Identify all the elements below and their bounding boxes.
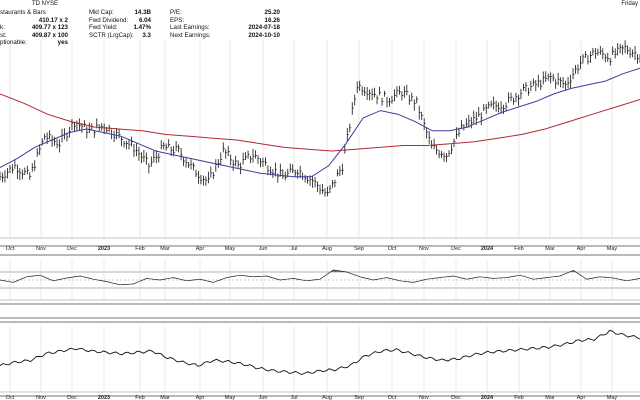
time-tick-label: Mar	[545, 246, 555, 252]
time-tick-label: Apr	[577, 395, 586, 400]
fwd-dividend-label: Fwd Dividend:	[89, 16, 129, 24]
time-tick-label: May	[225, 246, 236, 252]
lower-indicator-panel	[0, 329, 640, 375]
time-tick-label: Apr	[577, 246, 586, 252]
optionable-label: ptionable:	[0, 39, 27, 47]
time-tick-label: Sep	[354, 395, 364, 400]
time-tick-label: Jul	[290, 246, 297, 252]
lower-indicator-line	[0, 329, 640, 375]
time-tick-label: Jun	[259, 246, 268, 252]
eps-value: 16.26	[264, 16, 280, 24]
mkt-cap-value: 14.3B	[134, 9, 151, 16]
fwd-yield-label: Fwd Yield:	[89, 24, 118, 32]
time-tick-label: Mar	[545, 395, 555, 400]
time-tick-label: Mar	[160, 395, 170, 400]
time-tick-label: Jul	[290, 395, 297, 400]
time-tick-label: May	[607, 395, 618, 400]
time-tick-label: Feb	[514, 395, 523, 400]
time-tick-label: Nov	[419, 395, 429, 400]
date-label: Friday	[621, 1, 638, 7]
header-quote-block: staurants & Bars 410.17 x 2 k: 409.77 x 1…	[0, 9, 68, 47]
time-tick-label: Sep	[354, 246, 364, 252]
time-tick-label: Oct	[6, 246, 15, 252]
ask-value: 409.87 x 100	[31, 31, 68, 39]
time-tick-label: Dec	[67, 246, 77, 252]
chart-grid	[0, 40, 640, 397]
sctr-value: 3.3	[142, 31, 151, 39]
time-tick-label: 2024	[481, 246, 494, 252]
oscillator-panel	[0, 269, 640, 289]
time-tick-label: Oct	[6, 395, 15, 400]
last-earnings-value: 2024-07-18	[248, 24, 280, 32]
time-tick-label: Oct	[388, 246, 397, 252]
pe-value: 25.20	[264, 9, 280, 16]
oscillator-line	[0, 269, 640, 286]
moving-average-long-line	[0, 93, 640, 152]
last-earnings-label: Last Earnings:	[170, 24, 210, 32]
quote-row-last: 410.17 x 2	[0, 17, 68, 25]
time-tick-label: Aug	[322, 246, 332, 252]
time-tick-label: Feb	[135, 246, 144, 252]
quote-row-ask: st: 409.87 x 100	[0, 32, 68, 40]
quote-row-industry: staurants & Bars	[0, 9, 68, 17]
time-tick-label: Nov	[36, 246, 46, 252]
next-earnings-label: Next Earnings:	[170, 31, 211, 39]
pe-label: P/E:	[170, 9, 182, 16]
time-tick-label: Oct	[388, 395, 397, 400]
bid-label: k:	[0, 24, 5, 32]
time-tick-label: Feb	[135, 395, 144, 400]
time-tick-label: Feb	[514, 246, 523, 252]
optionable-value: yes	[57, 39, 68, 47]
moving-average-short-line	[0, 67, 640, 178]
time-tick-label: 2023	[98, 246, 110, 252]
time-tick-label: Jun	[259, 395, 268, 400]
last-price-value: 410.17 x 2	[38, 16, 68, 24]
time-tick-label: Mar	[160, 246, 170, 252]
ticker-label: TD NYSE	[32, 1, 59, 7]
time-tick-label: May	[225, 395, 236, 400]
time-tick-label: Dec	[67, 395, 77, 400]
header-earnings-block: P/E: 25.20 EPS: 16.26 Last Earnings: 2024-0…	[170, 9, 280, 39]
next-earnings-value: 2024-10-10	[248, 31, 280, 39]
time-tick-label: Nov	[419, 246, 429, 252]
time-tick-label: Dec	[451, 246, 461, 252]
time-tick-label: 2024	[481, 395, 494, 400]
price-panel	[0, 40, 640, 197]
time-tick-label: May	[607, 246, 618, 252]
time-tick-label: Nov	[36, 395, 46, 400]
eps-label: EPS:	[170, 16, 185, 24]
time-axis: Oct Nov Dec 2023 Feb Mar Apr May Jun Jul Aug Sep Oct…	[6, 246, 618, 400]
time-tick-label: Dec	[451, 395, 461, 400]
time-tick-label: Aug	[322, 395, 332, 400]
bid-value: 409.77 x 123	[31, 24, 68, 32]
quote-row-optionable: ptionable: yes	[0, 39, 68, 47]
time-tick-label: 2023	[98, 395, 110, 400]
time-tick-label: Apr	[196, 246, 205, 252]
industry-label: staurants & Bars	[0, 9, 46, 16]
fwd-dividend-value: 6.04	[138, 16, 151, 24]
sctr-label: SCTR (LrgCap):	[89, 31, 134, 39]
fwd-yield-value: 1.47%	[133, 24, 151, 32]
quote-row-bid: k: 409.77 x 123	[0, 24, 68, 32]
ask-label: st:	[0, 31, 7, 39]
mkt-cap-label: Mkt Cap:	[89, 9, 114, 16]
header-stats-block: Mkt Cap: 14.3B Fwd Dividend: 6.04 Fwd Yiel…	[89, 9, 151, 39]
time-tick-label: Apr	[196, 395, 205, 400]
